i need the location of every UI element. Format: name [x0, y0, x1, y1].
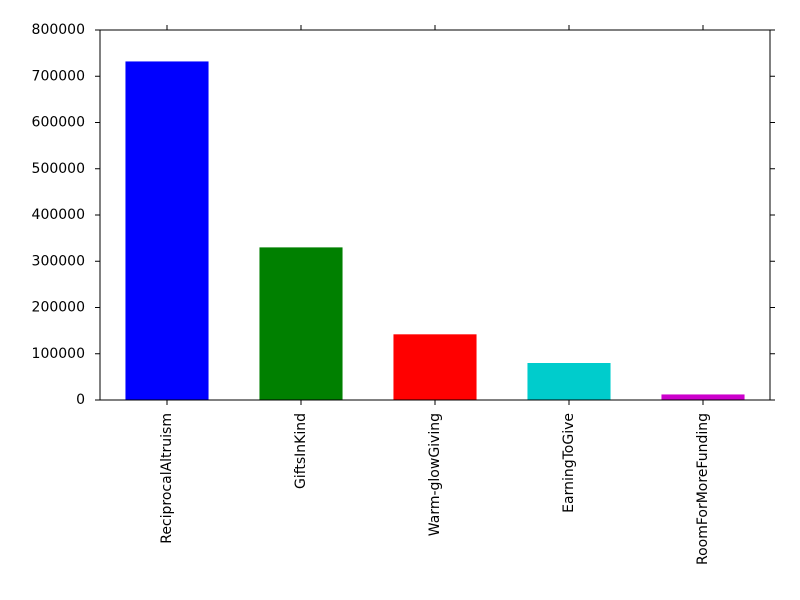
y-tick-label: 200000 — [32, 300, 85, 316]
bar-chart: 0 100000 200000 300000 400000 500000 600000 700… — [0, 0, 800, 600]
y-tick-label: 500000 — [32, 161, 85, 177]
x-tick-label: GiftsInKind — [293, 413, 309, 489]
y-tick-label: 100000 — [32, 346, 85, 362]
x-tick-label: RoomForMoreFunding — [695, 413, 711, 565]
bar — [393, 334, 476, 400]
x-tick-label: EarningToGive — [561, 413, 577, 513]
y-tick-label: 600000 — [32, 115, 85, 131]
bar — [661, 394, 744, 400]
y-tick-label: 400000 — [32, 207, 85, 223]
bar — [527, 363, 610, 400]
y-tick-label: 700000 — [32, 68, 85, 84]
y-tick-label: 800000 — [32, 22, 85, 38]
y-tick-label: 0 — [76, 392, 85, 408]
bar — [125, 61, 208, 400]
bar — [259, 247, 342, 400]
x-tick-label: ReciprocalAltruism — [159, 413, 175, 544]
x-tick-label: Warm-glowGiving — [427, 413, 443, 536]
y-tick-label: 300000 — [32, 253, 85, 269]
